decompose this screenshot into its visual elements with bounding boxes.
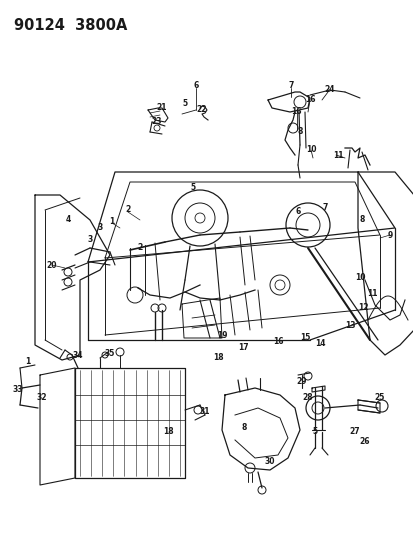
Text: 3: 3 <box>87 236 93 245</box>
Text: 19: 19 <box>216 330 227 340</box>
Text: 7: 7 <box>322 204 327 213</box>
Text: 18: 18 <box>162 427 173 437</box>
Text: 8: 8 <box>241 424 246 432</box>
Text: 20: 20 <box>47 261 57 270</box>
Text: 22: 22 <box>196 106 207 115</box>
Text: 6: 6 <box>193 82 198 91</box>
Text: 18: 18 <box>212 353 223 362</box>
Text: 12: 12 <box>357 303 367 312</box>
Text: 5: 5 <box>312 427 317 437</box>
Text: 17: 17 <box>237 343 248 352</box>
Text: 10: 10 <box>354 273 364 282</box>
Text: 35: 35 <box>104 349 115 358</box>
Text: 6: 6 <box>294 207 300 216</box>
Text: 28: 28 <box>302 393 313 402</box>
Text: 25: 25 <box>374 393 384 402</box>
Text: 2: 2 <box>137 244 142 253</box>
Text: 16: 16 <box>272 337 282 346</box>
Text: 1: 1 <box>25 358 31 367</box>
Text: 90124  3800A: 90124 3800A <box>14 18 127 33</box>
Text: 21: 21 <box>157 102 167 111</box>
Text: 5: 5 <box>190 183 195 192</box>
Text: 1: 1 <box>109 217 114 227</box>
Text: 23: 23 <box>152 117 162 126</box>
Text: 10: 10 <box>305 146 316 155</box>
Text: 4: 4 <box>65 215 71 224</box>
Text: 16: 16 <box>290 108 301 117</box>
Text: 8: 8 <box>297 127 302 136</box>
Text: 5: 5 <box>182 99 187 108</box>
Text: 24: 24 <box>324 85 335 94</box>
Text: 34: 34 <box>73 351 83 360</box>
Text: 16: 16 <box>304 95 314 104</box>
Text: 9: 9 <box>387 230 392 239</box>
Text: 27: 27 <box>349 427 359 437</box>
Text: 8: 8 <box>358 215 364 224</box>
Text: 3: 3 <box>97 223 102 232</box>
Text: 31: 31 <box>199 408 210 416</box>
Text: 11: 11 <box>332 150 342 159</box>
Text: 2: 2 <box>125 206 131 214</box>
Text: 33: 33 <box>13 385 23 394</box>
Text: 30: 30 <box>264 457 275 466</box>
Text: 26: 26 <box>359 438 369 447</box>
Text: 15: 15 <box>299 334 309 343</box>
Text: 11: 11 <box>366 288 376 297</box>
Text: 29: 29 <box>296 377 306 386</box>
Text: 32: 32 <box>37 393 47 402</box>
Text: 7: 7 <box>287 82 293 91</box>
Text: 13: 13 <box>344 320 354 329</box>
Text: 14: 14 <box>314 340 325 349</box>
